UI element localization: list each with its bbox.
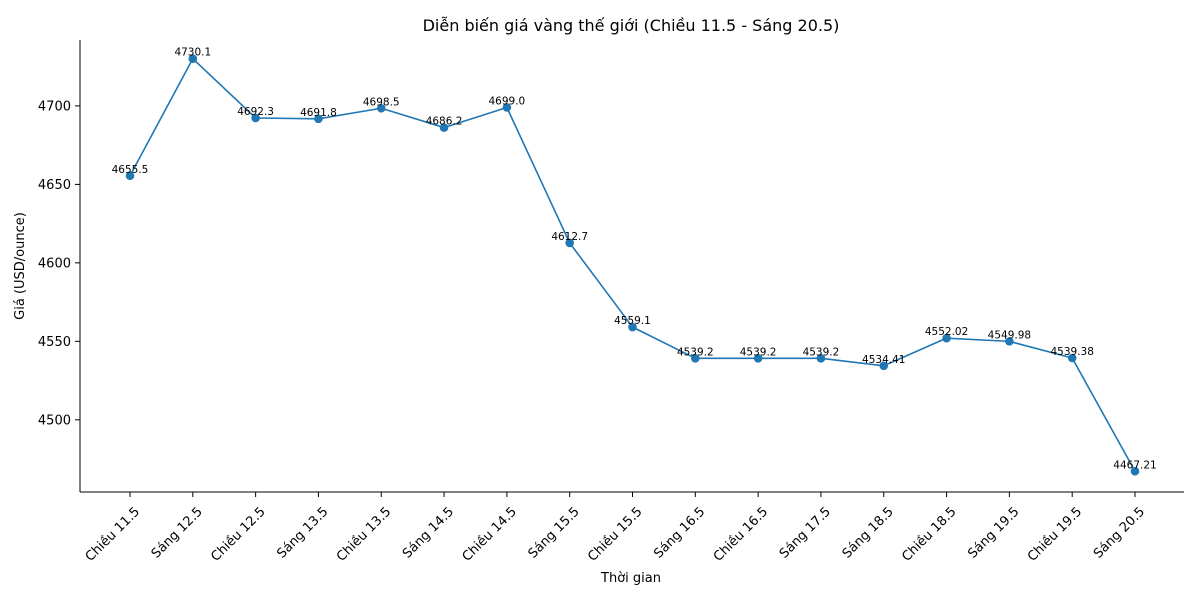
data-point-marker xyxy=(251,113,260,123)
data-point-marker xyxy=(753,353,763,363)
data-point-marker xyxy=(942,333,951,343)
price-series-line xyxy=(129,57,1136,472)
y-tick-label: 4650 xyxy=(38,178,71,193)
data-point-label: 4612.7 xyxy=(551,231,588,243)
data-point-label: 4692.3 xyxy=(237,106,274,118)
x-tick-label: Chiều 15.5 xyxy=(585,504,645,564)
data-point-marker xyxy=(439,123,449,132)
x-tick-label: Sáng 19.5 xyxy=(965,504,1022,561)
data-point-label: 4539.38 xyxy=(1050,346,1093,358)
data-point-label: 4655.5 xyxy=(112,164,149,176)
data-point-marker xyxy=(879,361,889,371)
data-point-label: 4691.8 xyxy=(300,107,337,119)
chart-title: Diễn biến giá vàng thế giới (Chiều 11.5 … xyxy=(423,16,840,35)
data-point-label: 4730.1 xyxy=(174,47,211,59)
x-tick-label: Chiều 14.5 xyxy=(460,504,520,564)
y-tick-label: 4500 xyxy=(38,413,71,428)
x-tick-label: Chiều 19.5 xyxy=(1025,504,1085,564)
x-axis-label: Thời gian xyxy=(600,571,661,586)
data-point-marker xyxy=(1005,337,1014,346)
x-tick-label: Chiều 12.5 xyxy=(208,504,268,564)
data-point-label: 4559.1 xyxy=(614,315,651,327)
x-tick-label: Sáng 13.5 xyxy=(274,504,331,561)
data-point-marker xyxy=(502,103,512,112)
x-tick-label: Sáng 17.5 xyxy=(777,504,834,561)
data-point-marker xyxy=(188,54,198,63)
y-tick-label: 4700 xyxy=(38,99,71,114)
data-point-marker xyxy=(376,103,386,113)
x-tick-label: Sáng 14.5 xyxy=(400,504,457,561)
x-tick-label: Sáng 12.5 xyxy=(149,504,206,561)
data-point-label: 4686.2 xyxy=(426,116,463,128)
x-tick-label: Sáng 15.5 xyxy=(526,504,583,561)
y-axis-label: Giá (USD/ounce) xyxy=(13,212,28,320)
y-tick-label: 4550 xyxy=(38,335,71,350)
data-point-marker xyxy=(565,238,574,248)
data-point-label: 4539.2 xyxy=(803,346,840,358)
data-point-label: 4534.41 xyxy=(862,354,905,366)
data-point-marker xyxy=(1130,466,1140,476)
x-tick-label: Chiều 18.5 xyxy=(899,504,959,564)
x-tick-label: Chiều 11.5 xyxy=(83,504,143,564)
data-point-label: 4552.02 xyxy=(925,326,968,338)
data-point-label: 4549.98 xyxy=(988,329,1031,341)
data-point-marker xyxy=(816,353,826,363)
data-point-marker xyxy=(125,171,135,181)
data-point-label: 4539.2 xyxy=(677,346,714,358)
x-tick-label: Sáng 20.5 xyxy=(1091,504,1148,561)
x-tick-label: Chiều 13.5 xyxy=(334,504,394,564)
x-tick-label: Sáng 18.5 xyxy=(840,504,897,561)
x-tick-label: Chiều 16.5 xyxy=(711,504,771,564)
data-point-marker xyxy=(1067,353,1077,363)
data-point-label: 4699.0 xyxy=(489,95,526,107)
data-point-label: 4698.5 xyxy=(363,96,400,108)
data-point-marker xyxy=(691,353,700,363)
data-point-label: 4539.2 xyxy=(740,346,777,358)
x-tick-label: Sáng 16.5 xyxy=(651,504,708,561)
data-point-label: 4467.21 xyxy=(1113,459,1156,471)
data-point-marker xyxy=(314,114,323,124)
y-tick-label: 4600 xyxy=(38,256,71,271)
data-point-marker xyxy=(628,322,637,332)
